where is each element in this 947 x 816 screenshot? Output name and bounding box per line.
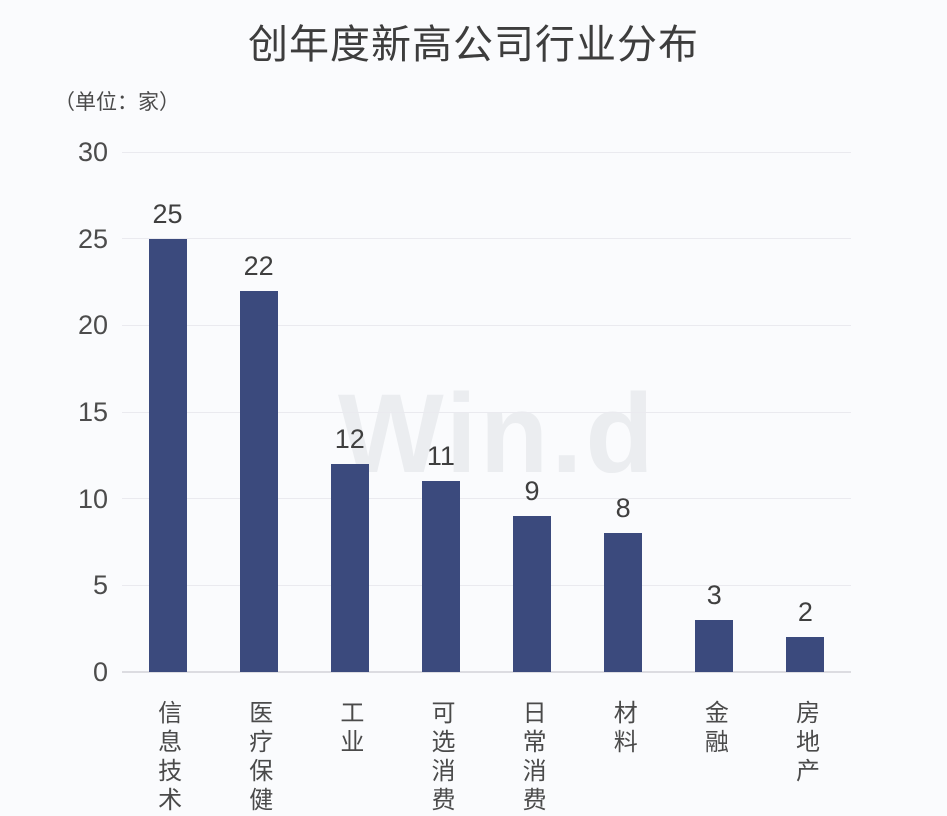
y-tick-label-30: 30 [77, 137, 108, 167]
chart-title: 创年度新高公司行业分布 [248, 23, 699, 67]
bar-医疗保健 [239, 290, 278, 672]
x-category-label-医疗保健: 医疗保健 [244, 700, 272, 816]
unit-label: （单位：家） [54, 91, 180, 114]
y-tick-label-20: 20 [77, 310, 108, 341]
bar-value-日常消费: 9 [524, 476, 540, 506]
bar-value-房地产: 2 [797, 597, 813, 628]
y-tick-label-25: 25 [77, 223, 108, 254]
x-axis-baseline [122, 671, 851, 673]
bar-房地产 [786, 637, 825, 672]
gridline-20 [122, 324, 851, 326]
x-category-label-工业: 工业 [335, 700, 363, 758]
y-tick-label-0: 0 [92, 657, 108, 687]
x-category-label-房地产: 房地产 [791, 700, 819, 787]
bar-value-可选消费: 11 [426, 441, 455, 472]
wind-watermark: Win.d [338, 371, 657, 496]
bar-value-工业: 12 [334, 424, 365, 454]
gridline-5 [122, 584, 851, 586]
bar-value-材料: 8 [615, 493, 631, 524]
bar-信息技术 [148, 238, 187, 672]
x-category-label-信息技术: 信息技术 [153, 700, 181, 816]
bar-value-医疗保健: 22 [243, 250, 274, 281]
bar-日常消费 [513, 516, 552, 672]
gridline-25 [122, 238, 851, 240]
x-category-label-日常消费: 日常消费 [518, 700, 546, 816]
gridline-15 [122, 411, 851, 413]
gridline-10 [122, 498, 851, 500]
bar-value-信息技术: 25 [152, 198, 183, 229]
y-tick-label-15: 15 [77, 397, 108, 427]
bar-金融 [695, 620, 734, 672]
bar-工业 [330, 464, 369, 672]
x-category-label-金融: 金融 [700, 700, 728, 758]
y-tick-label-5: 5 [92, 570, 108, 601]
x-category-label-可选消费: 可选消费 [426, 700, 454, 816]
bar-value-金融: 3 [706, 580, 722, 610]
gridline-30 [122, 151, 851, 153]
y-tick-label-10: 10 [77, 483, 108, 514]
bar-材料 [604, 533, 643, 672]
bar-可选消费 [421, 481, 460, 672]
x-category-label-材料: 材料 [609, 700, 637, 758]
